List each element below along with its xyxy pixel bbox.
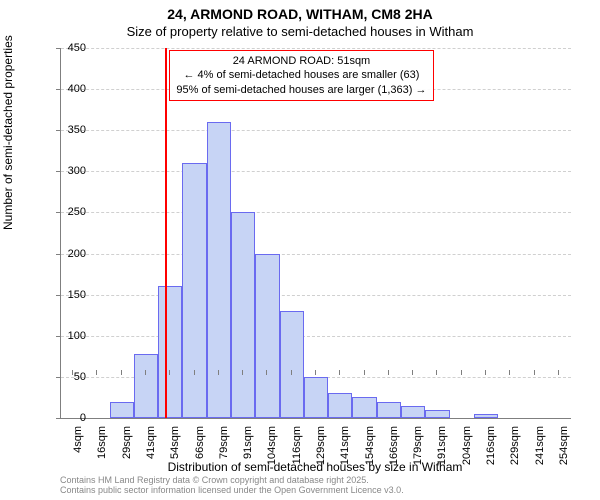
histogram-bar [425, 410, 449, 418]
gridline [61, 295, 571, 296]
gridline [61, 130, 571, 131]
x-tick-mark [485, 370, 486, 375]
x-tick-label: 79sqm [218, 426, 230, 476]
y-tick-label: 150 [46, 289, 86, 301]
x-tick-label: 154sqm [364, 426, 376, 476]
x-tick-label: 141sqm [339, 426, 351, 476]
y-tick-label: 200 [46, 248, 86, 260]
y-tick-label: 100 [46, 330, 86, 342]
y-tick-label: 350 [46, 124, 86, 136]
y-tick-label: 450 [46, 42, 86, 54]
x-tick-label: 41sqm [145, 426, 157, 476]
x-tick-label: 91sqm [242, 426, 254, 476]
histogram-bar [182, 163, 206, 418]
x-tick-mark [339, 370, 340, 375]
x-tick-label: 104sqm [266, 426, 278, 476]
footer-text: Contains HM Land Registry data © Crown c… [60, 476, 404, 496]
y-tick-label: 0 [46, 412, 86, 424]
y-tick-label: 300 [46, 165, 86, 177]
x-tick-mark [291, 370, 292, 375]
histogram-bar [207, 122, 231, 418]
x-tick-mark [266, 370, 267, 375]
x-tick-mark [121, 370, 122, 375]
x-tick-label: 4sqm [72, 426, 84, 476]
x-tick-mark [72, 370, 73, 375]
histogram-bar [352, 397, 376, 418]
y-tick-label: 50 [46, 371, 86, 383]
histogram-bar [280, 311, 304, 418]
x-tick-mark [412, 370, 413, 375]
annotation-line-2: ← 4% of semi-detached houses are smaller… [176, 68, 426, 82]
y-tick-label: 250 [46, 206, 86, 218]
x-tick-label: 229sqm [509, 426, 521, 476]
gridline [61, 336, 571, 337]
annotation-line-1: 24 ARMOND ROAD: 51sqm [176, 54, 426, 68]
title-main: 24, ARMOND ROAD, WITHAM, CM8 2HA [0, 6, 600, 22]
histogram-bar [231, 212, 255, 418]
x-tick-mark [436, 370, 437, 375]
x-tick-mark [169, 370, 170, 375]
histogram-bar [255, 254, 279, 418]
x-tick-label: 166sqm [388, 426, 400, 476]
gridline [61, 171, 571, 172]
x-tick-mark [218, 370, 219, 375]
x-tick-mark [242, 370, 243, 375]
y-axis-label: Number of semi-detached properties [1, 35, 15, 230]
x-tick-label: 216sqm [485, 426, 497, 476]
y-tick-label: 400 [46, 83, 86, 95]
reference-line [165, 48, 167, 418]
histogram-bar [401, 406, 425, 418]
x-tick-mark [96, 370, 97, 375]
histogram-bar [377, 402, 401, 418]
x-tick-label: 54sqm [169, 426, 181, 476]
x-tick-label: 204sqm [461, 426, 473, 476]
x-tick-mark [461, 370, 462, 375]
histogram-bar [304, 377, 328, 418]
title-block: 24, ARMOND ROAD, WITHAM, CM8 2HA Size of… [0, 6, 600, 39]
x-tick-label: 129sqm [315, 426, 327, 476]
plot-area: 24 ARMOND ROAD: 51sqm ← 4% of semi-detac… [60, 48, 571, 419]
histogram-bar [158, 286, 182, 418]
gridline [61, 212, 571, 213]
x-tick-mark [388, 370, 389, 375]
x-tick-mark [315, 370, 316, 375]
histogram-bar [110, 402, 134, 418]
annotation-line-3: 95% of semi-detached houses are larger (… [176, 83, 426, 97]
x-tick-label: 191sqm [436, 426, 448, 476]
x-tick-label: 241sqm [534, 426, 546, 476]
title-sub: Size of property relative to semi-detach… [0, 24, 600, 39]
x-tick-mark [364, 370, 365, 375]
histogram-bar [474, 414, 498, 418]
x-tick-mark [509, 370, 510, 375]
histogram-bar [328, 393, 352, 418]
x-tick-label: 179sqm [412, 426, 424, 476]
footer-line-2: Contains public sector information licen… [60, 486, 404, 496]
gridline [61, 48, 571, 49]
x-tick-label: 66sqm [194, 426, 206, 476]
x-tick-label: 16sqm [96, 426, 108, 476]
x-tick-label: 29sqm [121, 426, 133, 476]
chart-container: 24, ARMOND ROAD, WITHAM, CM8 2HA Size of… [0, 0, 600, 500]
gridline [61, 254, 571, 255]
x-tick-label: 254sqm [558, 426, 570, 476]
annotation-box: 24 ARMOND ROAD: 51sqm ← 4% of semi-detac… [169, 50, 433, 101]
x-tick-mark [534, 370, 535, 375]
histogram-bar [134, 354, 158, 418]
x-tick-mark [145, 370, 146, 375]
x-tick-mark [558, 370, 559, 375]
x-tick-label: 116sqm [291, 426, 303, 476]
x-tick-mark [194, 370, 195, 375]
